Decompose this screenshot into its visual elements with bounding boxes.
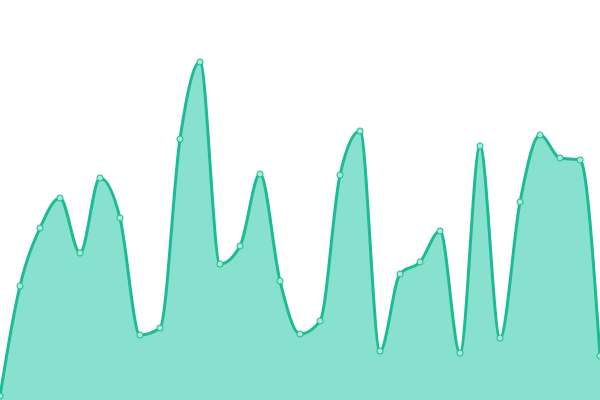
data-point	[416, 258, 424, 266]
data-point	[576, 156, 584, 164]
area-fill	[0, 62, 600, 400]
data-point	[536, 131, 544, 139]
data-point	[396, 270, 404, 278]
data-point	[176, 135, 184, 143]
data-point	[56, 194, 64, 202]
data-point	[276, 277, 284, 285]
data-point	[376, 347, 384, 355]
data-point	[456, 349, 464, 357]
data-point	[96, 174, 104, 182]
data-point	[436, 227, 444, 235]
data-point	[596, 352, 600, 360]
data-point	[216, 260, 224, 268]
data-point	[336, 171, 344, 179]
data-point	[496, 334, 504, 342]
data-point	[476, 142, 484, 150]
data-point	[0, 392, 4, 400]
data-point	[36, 224, 44, 232]
data-point	[356, 127, 364, 135]
data-point	[136, 331, 144, 339]
data-point	[556, 154, 564, 162]
data-points	[0, 58, 600, 400]
data-point	[316, 317, 324, 325]
data-point	[116, 214, 124, 222]
data-point	[256, 170, 264, 178]
data-point	[516, 198, 524, 206]
data-point	[156, 324, 164, 332]
data-point	[76, 249, 84, 257]
data-point	[296, 330, 304, 338]
data-point	[16, 282, 24, 290]
data-point	[196, 58, 204, 66]
data-point	[236, 242, 244, 250]
